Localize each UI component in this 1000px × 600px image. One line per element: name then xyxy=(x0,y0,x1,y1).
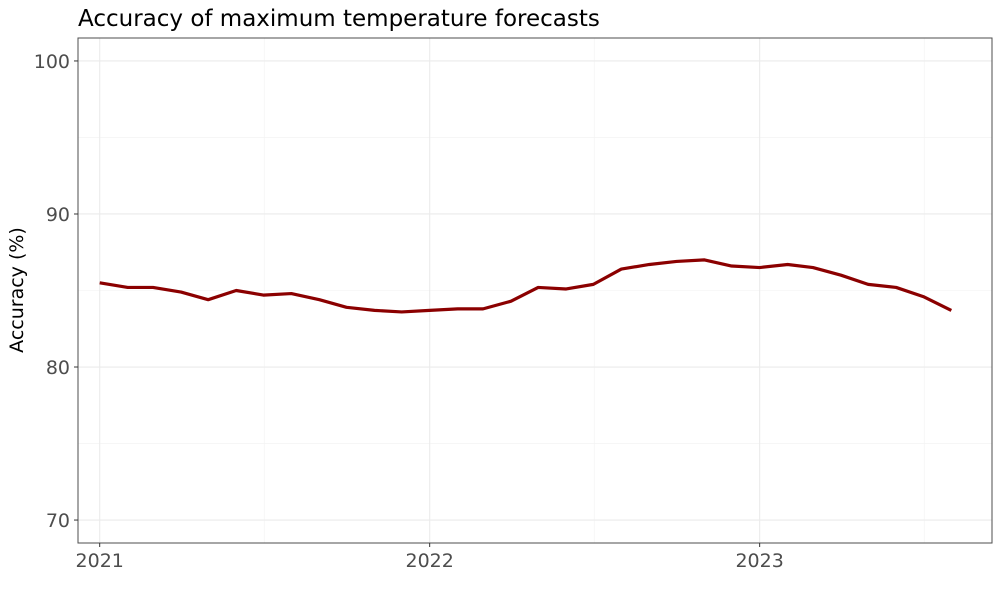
x-tick-label: 2022 xyxy=(405,550,453,572)
y-tick-label: 90 xyxy=(46,204,70,226)
y-tick-label: 100 xyxy=(34,51,70,73)
series-layer xyxy=(99,258,953,314)
y-axis: 70 80 90 100 xyxy=(34,51,78,532)
x-tick-label: 2023 xyxy=(735,550,783,572)
y-tick-label: 80 xyxy=(46,357,70,379)
major-gridlines xyxy=(78,38,992,543)
x-axis: 2021 2022 2023 xyxy=(76,543,784,572)
minor-gridlines xyxy=(78,38,992,543)
chart-title: Accuracy of maximum temperature forecast… xyxy=(78,6,600,32)
y-tick-label: 70 xyxy=(46,510,70,532)
x-tick-label: 2021 xyxy=(76,550,124,572)
plot-border xyxy=(77,37,993,544)
series-line xyxy=(99,258,953,314)
y-axis-label: Accuracy (%) xyxy=(6,227,28,353)
